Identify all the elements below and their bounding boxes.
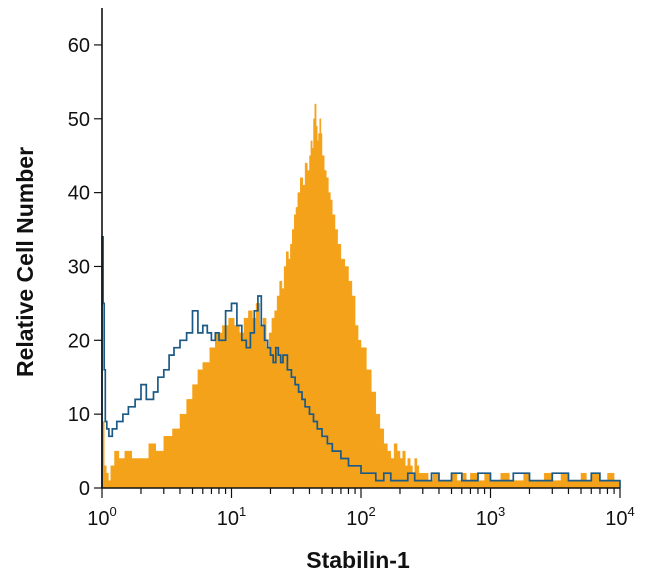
- x-ticks: 100 101 102 103 104: [87, 488, 635, 530]
- x-tick-label: 100: [87, 504, 116, 530]
- x-tick-label: 101: [217, 504, 246, 530]
- y-ticks: 0 10 20 30 40 50 60: [68, 35, 102, 500]
- y-tick-label: 30: [68, 256, 90, 278]
- x-tick-label: 102: [346, 504, 375, 530]
- x-tick-label: 103: [476, 504, 505, 530]
- y-axis-title: Relative Cell Number: [12, 147, 38, 377]
- series-1-outline-histogram: [101, 236, 621, 488]
- x-axis-title: Stabilin-1: [306, 547, 410, 573]
- series-0-filled-histogram: [101, 103, 621, 489]
- x-tick-label: 104: [605, 504, 634, 530]
- series-layer: [101, 103, 621, 489]
- y-tick-label: 60: [68, 35, 90, 57]
- y-tick-label: 10: [68, 404, 90, 426]
- y-tick-label: 50: [68, 109, 90, 131]
- y-tick-label: 40: [68, 183, 90, 205]
- y-tick-label: 0: [79, 478, 90, 500]
- y-tick-label: 20: [68, 330, 90, 352]
